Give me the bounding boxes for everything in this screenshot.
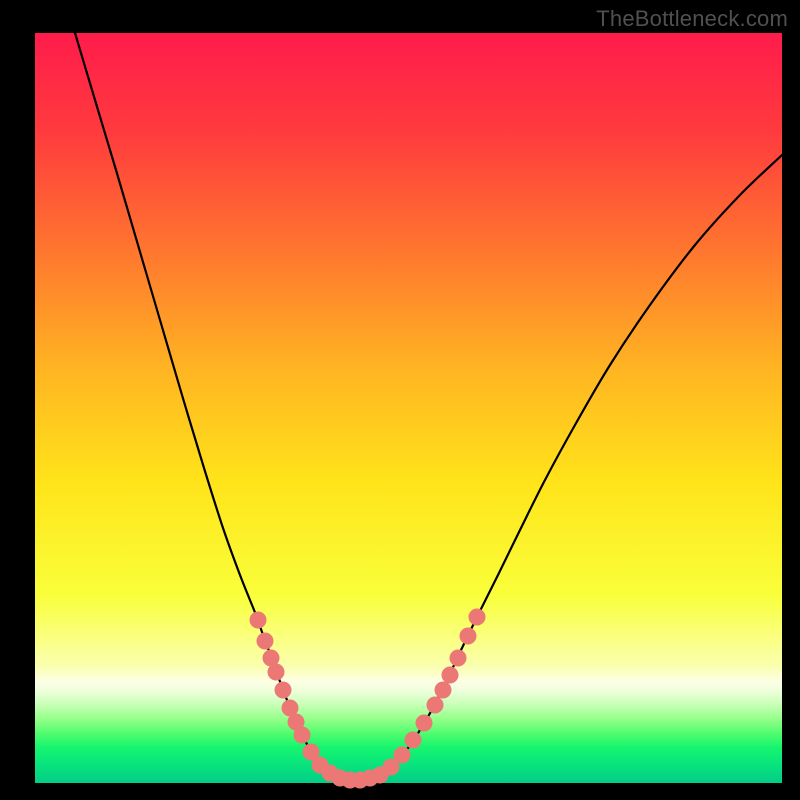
marker-dot xyxy=(257,633,274,650)
marker-dot xyxy=(460,628,477,645)
marker-dot xyxy=(394,747,411,764)
marker-dot xyxy=(450,650,467,667)
watermark-text: TheBottleneck.com xyxy=(596,6,788,32)
marker-dot xyxy=(405,732,422,749)
marker-dot xyxy=(275,682,292,699)
gradient-background xyxy=(35,33,782,783)
marker-dot xyxy=(268,664,285,681)
marker-dot xyxy=(294,727,311,744)
marker-dot xyxy=(250,612,267,629)
marker-dot xyxy=(435,682,452,699)
chart-canvas: TheBottleneck.com xyxy=(0,0,800,800)
chart-svg xyxy=(0,0,800,800)
marker-dot xyxy=(469,609,486,626)
marker-dot xyxy=(442,667,459,684)
marker-dot xyxy=(427,697,444,714)
marker-dot xyxy=(416,715,433,732)
